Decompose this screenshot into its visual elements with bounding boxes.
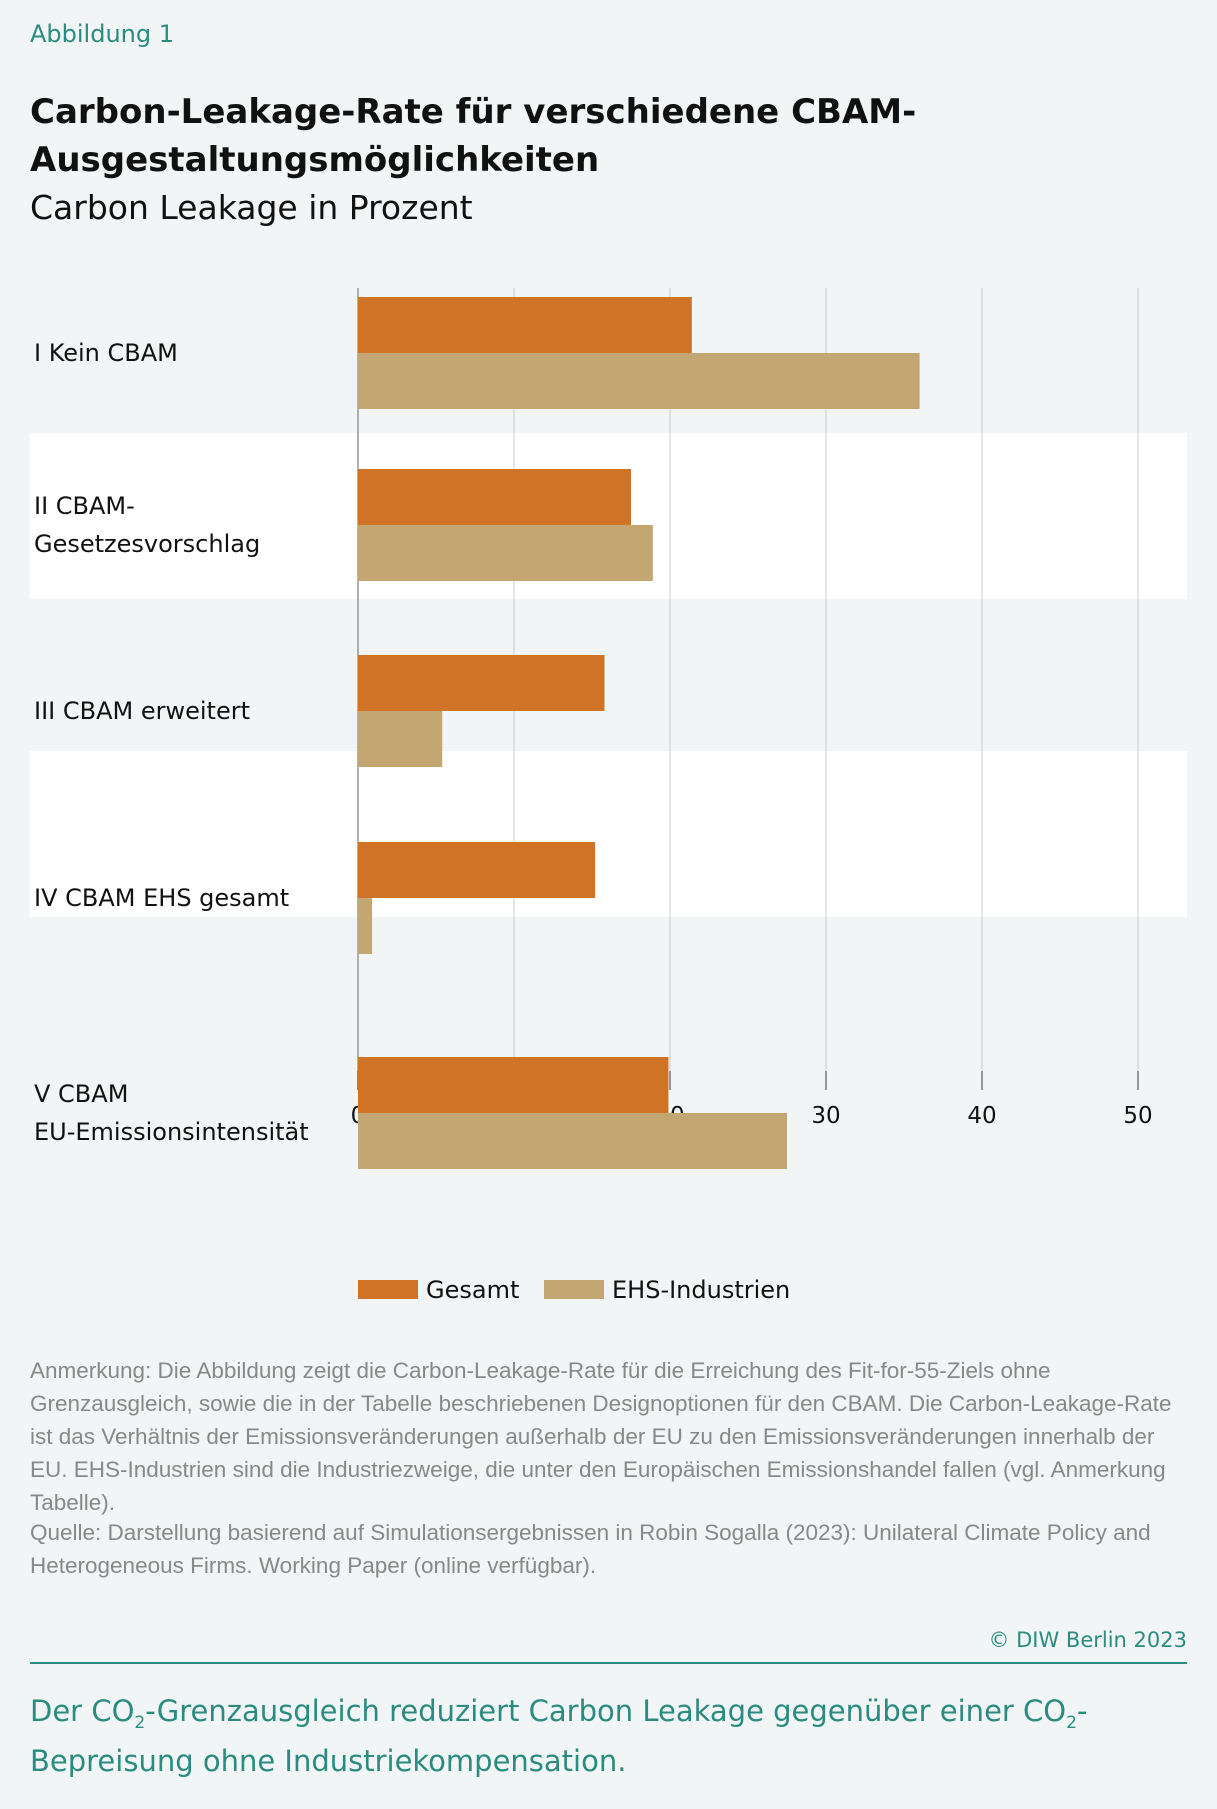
category-label-line: III CBAM erweitert — [34, 697, 250, 725]
category-label-line: V CBAM — [34, 1080, 129, 1108]
bar-gesamt — [358, 842, 596, 898]
bar-gesamt — [358, 655, 605, 711]
legend-swatch — [358, 1280, 418, 1299]
legend-label: EHS-Industrien — [612, 1276, 790, 1304]
category-label: I Kein CBAM — [34, 334, 178, 372]
category-label-line: IV CBAM EHS gesamt — [34, 884, 290, 912]
category-label-line: II CBAM- — [34, 492, 135, 520]
bar-ehs-industrien — [358, 525, 653, 581]
x-tick-label: 50 — [1123, 1103, 1152, 1129]
x-tick-label: 30 — [811, 1103, 840, 1129]
takeaway-part: Der CO — [30, 1694, 135, 1728]
takeaway-part: -Grenzausgleich reduziert Carbon Leakage… — [145, 1694, 1067, 1728]
takeaway-sub: 2 — [134, 1712, 146, 1733]
bar-ehs-industrien — [358, 711, 443, 767]
category-label: II CBAM- Gesetzesvorschlag — [34, 487, 260, 563]
chart-subtitle: Carbon Leakage in Prozent — [30, 188, 473, 227]
legend-swatch — [544, 1280, 604, 1299]
chart-note: Anmerkung: Die Abbildung zeigt die Carbo… — [30, 1358, 1172, 1515]
category-label-line: Gesetzesvorschlag — [34, 530, 261, 558]
category-label-line: I Kein CBAM — [34, 339, 178, 367]
category-label-line: EU-Emissionsintensität — [34, 1118, 309, 1146]
x-tick-label: 40 — [967, 1103, 996, 1129]
category-label: V CBAM EU-Emissionsintensität — [34, 1075, 309, 1151]
bar-gesamt — [358, 297, 692, 353]
takeaway-text: Der CO2-Grenzausgleich reduziert Carbon … — [30, 1692, 1200, 1780]
bar-gesamt — [358, 1057, 669, 1113]
bar-gesamt — [358, 469, 631, 525]
row-band — [30, 751, 1187, 917]
bar-ehs-industrien — [358, 353, 920, 409]
figure-label: Abbildung 1 — [30, 20, 175, 48]
bar-ehs-industrien — [358, 898, 373, 954]
category-label: III CBAM erweitert — [34, 692, 250, 730]
bar-chart: 01020304050GesamtEHS-Industrien — [30, 288, 1187, 1304]
legend-label: Gesamt — [426, 1276, 519, 1304]
chart-source: Quelle: Darstellung basierend auf Simula… — [30, 1520, 1151, 1578]
copyright: © DIW Berlin 2023 — [988, 1628, 1187, 1652]
chart-title: Carbon-Leakage-Rate für verschiedene CBA… — [30, 92, 917, 180]
divider — [30, 1662, 1187, 1664]
bar-ehs-industrien — [358, 1113, 787, 1169]
takeaway-sub: 2 — [1066, 1712, 1077, 1733]
takeaway-part: -Bepreisung ohne Industriekompensation. — [30, 1694, 1088, 1778]
category-label: IV CBAM EHS gesamt — [34, 879, 289, 917]
